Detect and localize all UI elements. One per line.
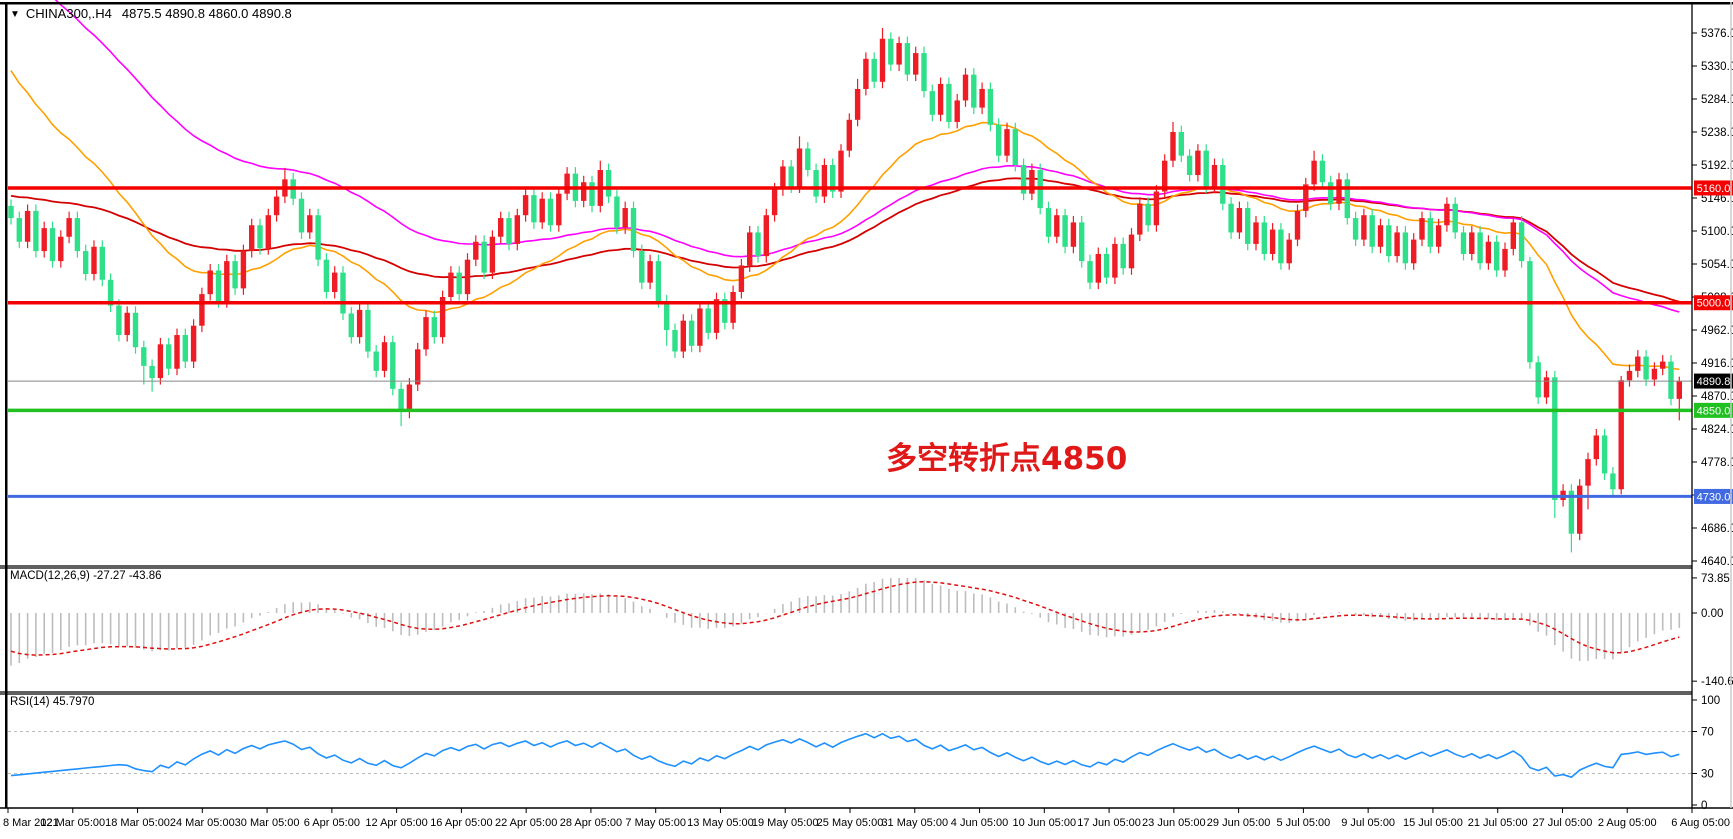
svg-text:4850.0: 4850.0 [1697,405,1731,417]
svg-text:23 Jun 05:00: 23 Jun 05:00 [1142,817,1206,829]
svg-text:4962.0: 4962.0 [1701,325,1733,337]
svg-text:12 Apr 05:00: 12 Apr 05:00 [365,817,427,829]
svg-text:29 Jun 05:00: 29 Jun 05:00 [1207,817,1271,829]
svg-text:5 Jul 05:00: 5 Jul 05:00 [1276,817,1330,829]
svg-text:15 Jul 05:00: 15 Jul 05:00 [1403,817,1463,829]
svg-text:4870.0: 4870.0 [1701,391,1733,403]
svg-text:4730.0: 4730.0 [1697,491,1731,503]
svg-text:5054.0: 5054.0 [1701,259,1733,271]
svg-text:0: 0 [1701,800,1707,812]
moving-averages [10,0,1680,371]
svg-text:12 Mar 05:00: 12 Mar 05:00 [40,817,105,829]
rsi-name: RSI(14) [10,696,50,708]
svg-text:30 Mar 05:00: 30 Mar 05:00 [235,817,300,829]
svg-text:5330.0: 5330.0 [1701,61,1733,73]
candles [8,27,1682,553]
macd-values: -27.27 -43.86 [93,570,162,582]
svg-text:5146.0: 5146.0 [1701,193,1733,205]
rsi-label: RSI(14) 45.7970 [10,696,94,708]
rsi-panel [8,731,1692,779]
svg-text:22 Apr 05:00: 22 Apr 05:00 [495,817,557,829]
svg-text:4778.0: 4778.0 [1701,457,1733,469]
svg-text:6 Aug 05:00: 6 Aug 05:00 [1671,817,1730,829]
price-level-badges: 5160.0 5000.0 4850.0 4730.0 4890.8 [1694,180,1733,504]
svg-text:5000.0: 5000.0 [1697,298,1731,310]
svg-text:70: 70 [1701,727,1714,739]
svg-text:5192.0: 5192.0 [1701,160,1733,172]
svg-text:9 Jul 05:00: 9 Jul 05:00 [1341,817,1395,829]
chart-header: ▼ CHINA300,.H4 4875.5 4890.8 4860.0 4890.8 [10,6,292,21]
svg-text:4 Jun 05:00: 4 Jun 05:00 [951,817,1009,829]
svg-text:4640.0: 4640.0 [1701,556,1733,568]
svg-text:31 May 05:00: 31 May 05:00 [881,817,948,829]
svg-text:0.00: 0.00 [1701,608,1723,620]
price-axis: 5376.0 5330.0 5284.0 5238.0 5192.0 5146.0 5100… [1692,28,1733,812]
svg-text:18 Mar 05:00: 18 Mar 05:00 [105,817,170,829]
svg-text:21 Jul 05:00: 21 Jul 05:00 [1468,817,1528,829]
symbol-dropdown-icon[interactable]: ▼ [10,9,20,20]
svg-text:5100.0: 5100.0 [1701,226,1733,238]
svg-text:100: 100 [1701,695,1720,707]
svg-text:27 Jul 05:00: 27 Jul 05:00 [1532,817,1592,829]
svg-text:17 Jun 05:00: 17 Jun 05:00 [1077,817,1141,829]
macd-panel [10,577,1681,666]
rsi-value: 45.7970 [52,696,95,708]
svg-text:4824.0: 4824.0 [1701,424,1733,436]
svg-text:73.85: 73.85 [1701,573,1730,585]
svg-text:7 May 05:00: 7 May 05:00 [625,817,686,829]
svg-text:28 Apr 05:00: 28 Apr 05:00 [560,817,622,829]
svg-text:-140.67: -140.67 [1701,676,1733,688]
svg-text:8 Mar 2021: 8 Mar 2021 [3,817,59,829]
svg-text:4686.0: 4686.0 [1701,523,1733,535]
annotation-text: 多空转折点4850 [886,441,1128,477]
svg-text:16 Apr 05:00: 16 Apr 05:00 [430,817,492,829]
svg-text:2 Aug 05:00: 2 Aug 05:00 [1598,817,1657,829]
macd-name: MACD(12,26,9) [10,570,90,582]
svg-text:5238.0: 5238.0 [1701,127,1733,139]
price-levels [8,186,1692,498]
svg-text:10 Jun 05:00: 10 Jun 05:00 [1012,817,1076,829]
ohlc-readout: 4875.5 4890.8 4860.0 4890.8 [121,6,292,21]
panel-borders [0,2,1733,809]
svg-text:5376.0: 5376.0 [1701,28,1733,40]
svg-text:6 Apr 05:00: 6 Apr 05:00 [304,817,360,829]
symbol-period-label: CHINA300,.H4 [25,6,112,21]
svg-text:4890.8: 4890.8 [1697,376,1731,388]
svg-text:13 May 05:00: 13 May 05:00 [687,817,754,829]
svg-text:24 Mar 05:00: 24 Mar 05:00 [170,817,235,829]
svg-text:5284.0: 5284.0 [1701,94,1733,106]
svg-text:30: 30 [1701,769,1714,781]
svg-text:4916.0: 4916.0 [1701,358,1733,370]
svg-text:25 May 05:00: 25 May 05:00 [817,817,884,829]
svg-text:5160.0: 5160.0 [1697,183,1731,195]
macd-label: MACD(12,26,9) -27.27 -43.86 [10,570,162,582]
svg-text:19 May 05:00: 19 May 05:00 [752,817,819,829]
